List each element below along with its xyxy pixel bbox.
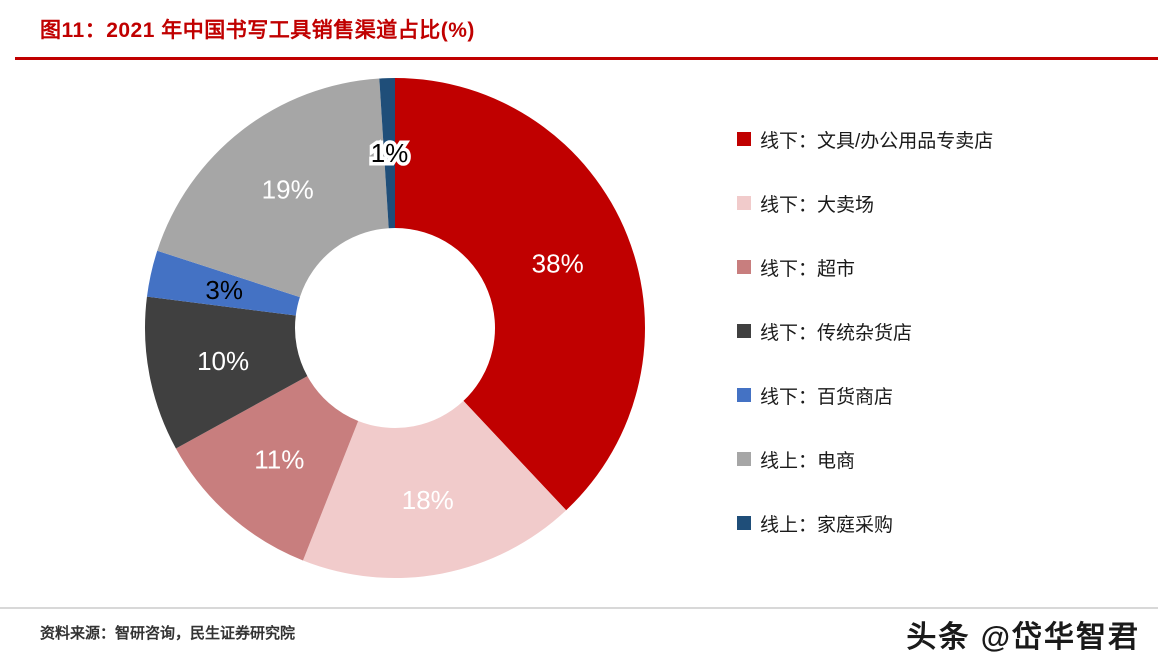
legend-label-0: 线下：文具/办公用品专卖店	[760, 130, 994, 152]
legend-swatch-1	[737, 196, 751, 210]
title-divider	[15, 57, 1158, 60]
slice-label-2: 11%	[254, 444, 304, 474]
pie-slice-2	[175, 376, 359, 561]
legend-swatch-0	[737, 132, 751, 146]
pie-slice-5	[157, 78, 389, 298]
pie-slice-4	[146, 250, 300, 316]
source-text: 资料来源：智研咨询，民生证券研究院	[40, 625, 296, 642]
legend-item-3: 线下：传统杂货店	[737, 320, 993, 344]
slice-label-6: 1%	[371, 138, 409, 168]
pie-slice-0	[395, 78, 646, 511]
legend-swatch-5	[737, 452, 751, 466]
chart-legend: 线下：文具/办公用品专卖店 线下：大卖场 线下：超市线下：传统杂货店 线下：百货商店线…	[737, 128, 993, 576]
legend-label-1: 线下：大卖场	[760, 194, 875, 216]
slice-label-0: 38%	[532, 249, 584, 279]
legend-item-1: 线下：大卖场	[737, 192, 993, 216]
donut-chart-svg: 38% 18% 11% 10% 3% 19% 1%	[144, 77, 646, 578]
legend-item-2: 线下：超市	[737, 256, 993, 280]
slice-label-3: 10%	[197, 346, 249, 376]
legend-item-6: 线上：家庭采购	[737, 512, 993, 536]
legend-item-0: 线下：文具/办公用品专卖店	[737, 128, 994, 152]
legend-swatch-6	[737, 516, 751, 530]
legend-item-5: 线上：电商	[737, 448, 993, 472]
legend-swatch-2	[737, 260, 751, 274]
legend-label-5: 线上：电商	[760, 450, 856, 472]
footer-divider	[0, 607, 1158, 609]
chart-title: 图11：2021 年中国书写工具销售渠道占比(%)	[40, 19, 475, 42]
pie-slice-1	[302, 400, 567, 578]
legend-swatch-3	[737, 324, 751, 338]
legend-label-3: 线下：传统杂货店	[760, 322, 913, 344]
slice-label-5: 19%	[262, 175, 314, 205]
pie-slice-6	[379, 77, 395, 229]
donut-chart: 38% 18% 11% 10% 3% 19% 1%	[135, 68, 655, 588]
legend-item-4: 线下：百货商店	[737, 384, 993, 408]
legend-label-4: 线下：百货商店	[760, 386, 894, 408]
pie-slice-3	[144, 296, 308, 449]
legend-label-6: 线上：家庭采购	[760, 514, 894, 536]
slice-label-4: 3%	[205, 275, 243, 305]
watermark: 头条 @岱华智君	[906, 621, 1140, 654]
slice-label-1: 18%	[402, 485, 454, 515]
legend-label-2: 线下：超市	[760, 258, 856, 280]
legend-swatch-4	[737, 388, 751, 402]
